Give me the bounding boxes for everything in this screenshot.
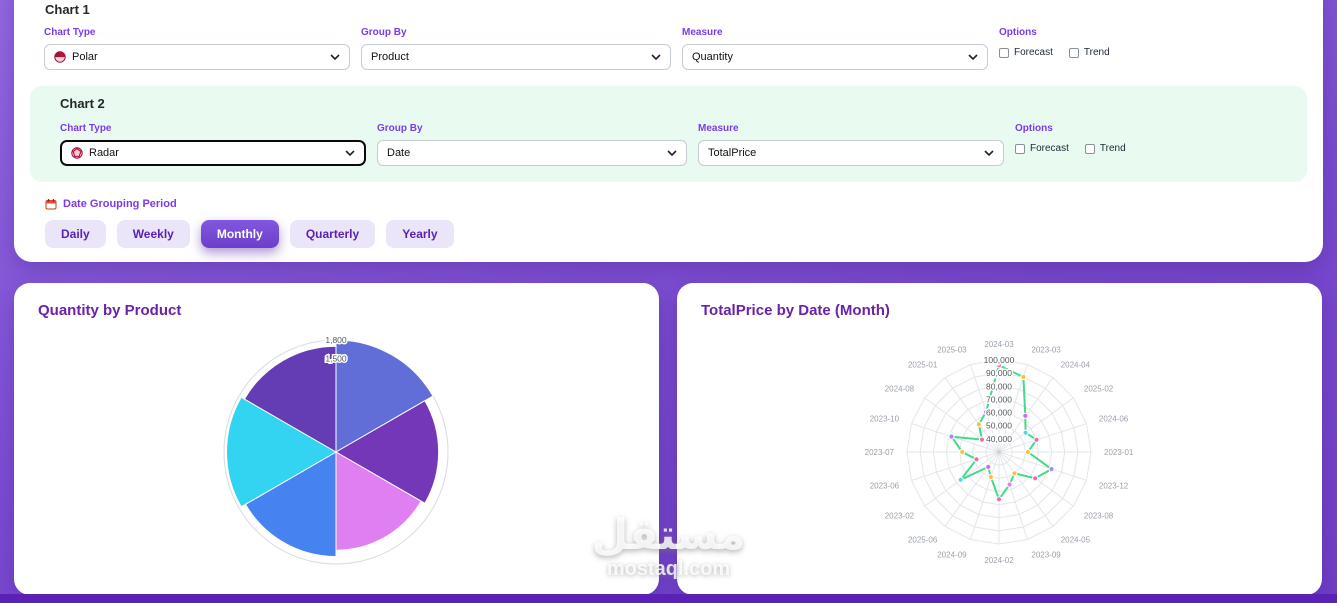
chart2-groupby-label: Group By <box>377 123 423 134</box>
chevron-down-icon <box>651 54 661 60</box>
svg-text:2023-12: 2023-12 <box>1099 481 1129 490</box>
chart1-type-label: Chart Type <box>44 27 96 38</box>
svg-text:2023-03: 2023-03 <box>1031 345 1061 354</box>
chart1-measure-select[interactable]: Quantity <box>682 44 988 70</box>
chart1-options-label: Options <box>999 27 1037 38</box>
svg-text:2024-09: 2024-09 <box>937 551 967 560</box>
chart1-trend-checkbox[interactable]: Trend <box>1068 47 1110 58</box>
checkbox-box <box>1084 143 1095 154</box>
date-grouping-label-row: Date Grouping Period <box>45 198 1323 210</box>
polar-chart-icon <box>54 51 66 63</box>
svg-text:2023-09: 2023-09 <box>1031 551 1061 560</box>
trend-label: Trend <box>1099 143 1126 154</box>
svg-text:2025-01: 2025-01 <box>908 361 938 370</box>
checkbox-box <box>1068 47 1079 58</box>
svg-text:90,000: 90,000 <box>986 368 1012 378</box>
svg-text:2025-02: 2025-02 <box>1084 385 1114 394</box>
period-monthly-button[interactable]: Monthly <box>200 220 279 248</box>
chart2-type-value: Radar <box>89 147 119 159</box>
chevron-down-icon <box>345 150 355 156</box>
chart1-groupby-select[interactable]: Product <box>361 44 671 70</box>
svg-text:2024-06: 2024-06 <box>1099 415 1129 424</box>
svg-text:2024-03: 2024-03 <box>984 340 1014 349</box>
forecast-label: Forecast <box>1030 143 1069 154</box>
svg-text:2023-01: 2023-01 <box>1104 448 1134 457</box>
chart-config-panel: Chart 1 Chart Type Polar Group By Produc <box>14 0 1323 262</box>
svg-text:2023-08: 2023-08 <box>1084 512 1114 521</box>
chart2-heading: Chart 2 <box>60 96 105 111</box>
chevron-down-icon <box>984 150 994 156</box>
chart2-config-row: Chart Type Radar Group By Date <box>45 123 1292 166</box>
chart2-measure-select[interactable]: TotalPrice <box>698 140 1004 166</box>
svg-text:2023-02: 2023-02 <box>885 512 915 521</box>
chevron-down-icon <box>968 54 978 60</box>
svg-text:2025-03: 2025-03 <box>937 345 967 354</box>
svg-text:2023-06: 2023-06 <box>870 481 900 490</box>
svg-text:1,800: 1,800 <box>325 335 347 345</box>
period-quarterly-button[interactable]: Quarterly <box>289 220 376 248</box>
svg-text:2025-06: 2025-06 <box>908 535 938 544</box>
svg-text:2024-02: 2024-02 <box>984 556 1014 565</box>
chart1-forecast-checkbox[interactable]: Forecast <box>999 47 1053 58</box>
svg-text:60,000: 60,000 <box>986 408 1012 418</box>
svg-text:80,000: 80,000 <box>986 381 1012 391</box>
chart2-measure-label: Measure <box>698 123 739 134</box>
chart1-measure-label: Measure <box>682 27 723 38</box>
polar-chart-card: Quantity by Product 1,800 1,500 <box>14 283 659 595</box>
charts-row: Quantity by Product 1,800 1,500 TotalPric… <box>14 283 1322 595</box>
chart2-type-select[interactable]: Radar <box>60 140 366 166</box>
radar-chart-card: TotalPrice by Date (Month) 2024-03 2023-0… <box>677 283 1322 595</box>
chart1-config-row: Chart Type Polar Group By Product <box>14 27 1323 70</box>
chart2-groupby-value: Date <box>387 147 411 159</box>
polar-chart-title: Quantity by Product <box>38 302 182 319</box>
chart2-measure-value: TotalPrice <box>708 147 757 159</box>
svg-text:2024-05: 2024-05 <box>1061 535 1091 544</box>
chart2-trend-checkbox[interactable]: Trend <box>1084 143 1126 154</box>
forecast-label: Forecast <box>1014 47 1053 58</box>
period-daily-button[interactable]: Daily <box>45 220 106 248</box>
date-grouping-label: Date Grouping Period <box>63 198 177 210</box>
radar-chart-title: TotalPrice by Date (Month) <box>701 302 890 319</box>
checkbox-box <box>999 47 1009 58</box>
bottom-accent-bar <box>0 594 1337 603</box>
svg-text:50,000: 50,000 <box>986 421 1012 431</box>
period-weekly-button[interactable]: Weekly <box>116 220 190 248</box>
chart1-measure-value: Quantity <box>692 51 733 63</box>
date-grouping-buttons: Daily Weekly Monthly Quarterly Yearly <box>45 220 1323 248</box>
chart1-type-select[interactable]: Polar <box>44 44 350 70</box>
calendar-icon <box>45 198 57 210</box>
svg-text:100,000: 100,000 <box>984 355 1015 365</box>
chart2-type-label: Chart Type <box>60 123 112 134</box>
checkbox-box <box>1015 143 1025 154</box>
chart2-config-panel: Chart 2 Chart Type Radar Group <box>30 86 1307 182</box>
svg-text:2023-07: 2023-07 <box>865 448 895 457</box>
chart1-groupby-value: Product <box>371 51 409 63</box>
chart1-type-value: Polar <box>72 51 98 63</box>
chart2-forecast-checkbox[interactable]: Forecast <box>1015 143 1069 154</box>
chevron-down-icon <box>330 54 340 60</box>
chart2-options-label: Options <box>1015 123 1053 134</box>
chevron-down-icon <box>667 150 677 156</box>
trend-label: Trend <box>1083 47 1110 58</box>
svg-text:2024-04: 2024-04 <box>1061 361 1091 370</box>
chart1-groupby-label: Group By <box>361 27 407 38</box>
svg-text:2023-10: 2023-10 <box>870 415 900 424</box>
svg-text:1,500: 1,500 <box>325 354 347 364</box>
svg-text:40,000: 40,000 <box>986 434 1012 444</box>
radar-chart-icon <box>71 147 83 159</box>
chart2-groupby-select[interactable]: Date <box>377 140 687 166</box>
period-yearly-button[interactable]: Yearly <box>386 220 454 248</box>
polar-chart-svg: 1,800 1,500 <box>223 334 449 565</box>
chart1-heading: Chart 1 <box>45 2 90 17</box>
svg-text:2024-08: 2024-08 <box>885 385 915 394</box>
svg-text:70,000: 70,000 <box>986 394 1012 404</box>
